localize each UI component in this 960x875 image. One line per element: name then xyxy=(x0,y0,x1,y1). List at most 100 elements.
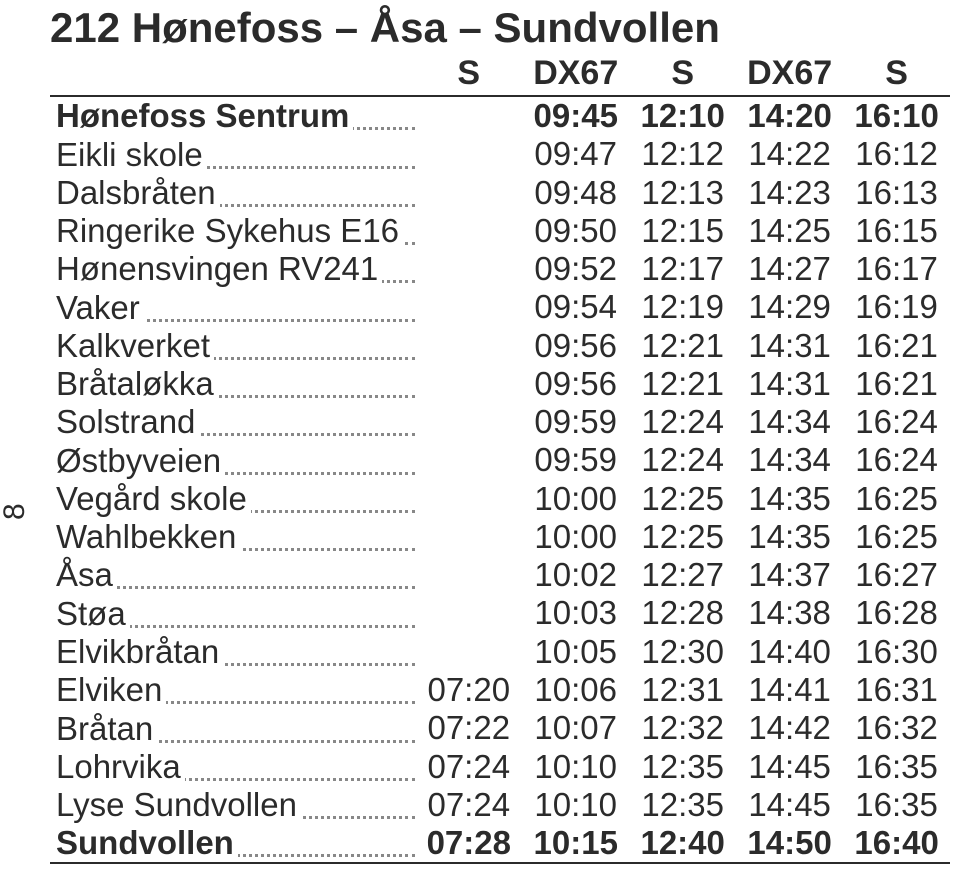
stop-cell: Støa xyxy=(50,594,415,632)
time-cell: 12:25 xyxy=(629,518,736,556)
time-cell: 10:10 xyxy=(522,748,629,786)
stop-label: Solstrand xyxy=(56,403,199,440)
table-row: Hønensvingen RV24109:5212:1714:2716:17 xyxy=(50,250,950,288)
table-row: Åsa10:0212:2714:3716:27 xyxy=(50,556,950,594)
time-cell: 09:50 xyxy=(522,212,629,250)
stop-cell: Hønensvingen RV241 xyxy=(50,250,415,288)
time-cell: 10:15 xyxy=(522,824,629,863)
time-cell: 16:15 xyxy=(843,212,950,250)
time-cell: 12:21 xyxy=(629,365,736,403)
table-row: Elviken07:2010:0612:3114:4116:31 xyxy=(50,671,950,709)
time-cell: 16:35 xyxy=(843,786,950,824)
stop-label: Vaker xyxy=(56,289,144,326)
stop-label: Elvikbråtan xyxy=(56,633,223,670)
timetable: S DX67 S DX67 S Hønefoss Sentrum09:4512:… xyxy=(50,54,950,864)
time-cell: 16:25 xyxy=(843,480,950,518)
header-stop-col xyxy=(50,54,415,96)
stop-label: Østbyveien xyxy=(56,442,225,479)
stop-cell: Østbyveien xyxy=(50,441,415,479)
time-cell xyxy=(415,174,522,212)
time-cell: 16:17 xyxy=(843,250,950,288)
time-cell: 16:30 xyxy=(843,633,950,671)
stop-label: Dalsbråten xyxy=(56,174,220,211)
table-row: Elvikbråtan10:0512:3014:4016:30 xyxy=(50,633,950,671)
time-cell: 10:00 xyxy=(522,480,629,518)
stop-label: Lohrvika xyxy=(56,748,185,785)
header-col-4: S xyxy=(843,54,950,96)
stop-cell: Ringerike Sykehus E16 xyxy=(50,212,415,250)
time-cell: 12:40 xyxy=(629,824,736,863)
timetable-header-row: S DX67 S DX67 S xyxy=(50,54,950,96)
time-cell: 14:42 xyxy=(736,709,843,747)
time-cell: 14:50 xyxy=(736,824,843,863)
time-cell: 14:34 xyxy=(736,441,843,479)
time-cell: 12:24 xyxy=(629,441,736,479)
stop-label: Hønensvingen RV241 xyxy=(56,250,382,287)
stop-label: Åsa xyxy=(56,556,117,593)
stop-cell: Wahlbekken xyxy=(50,518,415,556)
header-col-1: DX67 xyxy=(522,54,629,96)
stop-cell: Vegård skole xyxy=(50,480,415,518)
time-cell xyxy=(415,441,522,479)
time-cell: 14:45 xyxy=(736,786,843,824)
stop-label: Vegård skole xyxy=(56,480,251,517)
time-cell: 09:56 xyxy=(522,327,629,365)
time-cell: 12:28 xyxy=(629,594,736,632)
table-row: Støa10:0312:2814:3816:28 xyxy=(50,594,950,632)
time-cell: 16:25 xyxy=(843,518,950,556)
table-row: Kalkverket09:5612:2114:3116:21 xyxy=(50,327,950,365)
time-cell xyxy=(415,135,522,173)
time-cell: 12:10 xyxy=(629,96,736,135)
time-cell: 14:34 xyxy=(736,403,843,441)
time-cell: 07:24 xyxy=(415,786,522,824)
time-cell: 12:30 xyxy=(629,633,736,671)
time-cell: 12:19 xyxy=(629,288,736,326)
time-cell: 16:10 xyxy=(843,96,950,135)
stop-label: Sundvollen xyxy=(56,824,238,861)
time-cell: 12:25 xyxy=(629,480,736,518)
stop-label: Hønefoss Sentrum xyxy=(56,97,353,134)
time-cell: 14:27 xyxy=(736,250,843,288)
time-cell: 10:02 xyxy=(522,556,629,594)
stop-cell: Dalsbråten xyxy=(50,174,415,212)
time-cell: 16:24 xyxy=(843,441,950,479)
time-cell xyxy=(415,518,522,556)
time-cell: 12:32 xyxy=(629,709,736,747)
stop-cell: Hønefoss Sentrum xyxy=(50,96,415,135)
time-cell xyxy=(415,556,522,594)
route-title: 212 Hønefoss – Åsa – Sundvollen xyxy=(50,4,940,52)
time-cell: 16:21 xyxy=(843,327,950,365)
time-cell: 10:10 xyxy=(522,786,629,824)
time-cell: 14:35 xyxy=(736,480,843,518)
time-cell: 07:24 xyxy=(415,748,522,786)
time-cell: 16:24 xyxy=(843,403,950,441)
stop-label: Støa xyxy=(56,595,130,632)
table-row: Lyse Sundvollen07:2410:1012:3514:4516:35 xyxy=(50,786,950,824)
table-row: Hønefoss Sentrum09:4512:1014:2016:10 xyxy=(50,96,950,135)
time-cell xyxy=(415,403,522,441)
stop-label: Bråtaløkka xyxy=(56,365,218,402)
table-row: Ringerike Sykehus E1609:5012:1514:2516:1… xyxy=(50,212,950,250)
stop-label: Elviken xyxy=(56,671,166,708)
time-cell xyxy=(415,327,522,365)
header-col-3: DX67 xyxy=(736,54,843,96)
time-cell: 14:38 xyxy=(736,594,843,632)
time-cell: 16:35 xyxy=(843,748,950,786)
time-cell: 16:21 xyxy=(843,365,950,403)
table-row: Wahlbekken10:0012:2514:3516:25 xyxy=(50,518,950,556)
time-cell: 14:41 xyxy=(736,671,843,709)
stop-label: Eikli skole xyxy=(56,136,207,173)
time-cell: 09:52 xyxy=(522,250,629,288)
stop-cell: Eikli skole xyxy=(50,135,415,173)
stop-label: Wahlbekken xyxy=(56,518,240,555)
timetable-page: 8 212 Hønefoss – Åsa – Sundvollen S DX67… xyxy=(0,0,960,875)
table-row: Vaker09:5412:1914:2916:19 xyxy=(50,288,950,326)
time-cell: 12:31 xyxy=(629,671,736,709)
stop-cell: Lyse Sundvollen xyxy=(50,786,415,824)
time-cell: 10:06 xyxy=(522,671,629,709)
time-cell: 16:19 xyxy=(843,288,950,326)
time-cell: 07:22 xyxy=(415,709,522,747)
time-cell: 09:48 xyxy=(522,174,629,212)
time-cell: 12:35 xyxy=(629,786,736,824)
time-cell: 10:03 xyxy=(522,594,629,632)
